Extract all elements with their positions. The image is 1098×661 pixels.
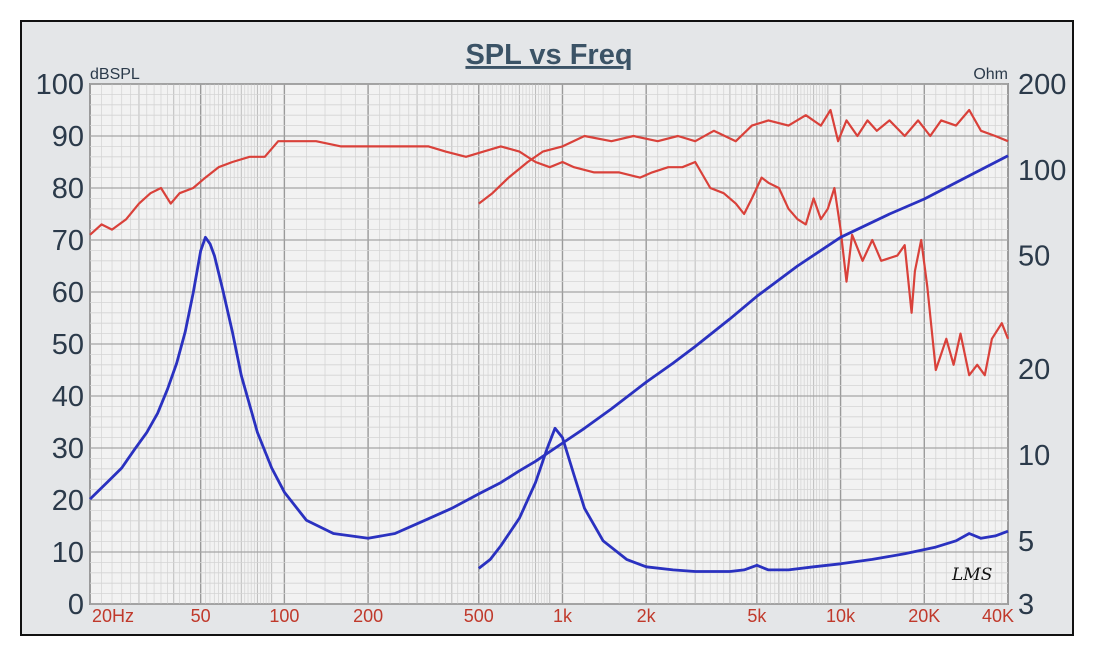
y-right-tick-label: 5 [1018,526,1034,558]
y-left-tick-label: 100 [36,69,84,101]
series-line-1 [89,140,1010,377]
y-right-tick-label: 50 [1018,241,1050,273]
series-line-2 [478,108,1009,205]
y-right-tick-label: 100 [1018,155,1066,187]
y-right-tick-label: 20 [1018,354,1050,386]
x-tick-label: 100 [269,606,299,626]
chart-frame: 100 90 80 70 60 50 40 30 20 10 0 200 100 50 20 10 5 3 20Hz… [20,20,1074,636]
x-tick-label: 200 [353,606,383,626]
series-line-4 [477,426,1009,573]
x-tick-label: 40K [982,606,1014,626]
right-axis-unit: Ohm [973,66,1008,83]
y-right-tick-label: 10 [1018,440,1050,472]
y-right-tick-label: 200 [1018,69,1066,101]
x-tick-label: 20K [908,606,940,626]
y-left-tick-label: 80 [52,173,84,205]
x-tick-label: 500 [464,606,494,626]
y-left-tick-label: 60 [52,277,84,309]
y-left-tick-label: 70 [52,225,84,257]
series-group [89,108,1010,573]
y-left-tick-label: 30 [52,433,84,465]
series-line-3 [89,154,1009,540]
y-left-tick-label: 10 [52,537,84,569]
axis-labels: 10090807060504030201002001005020105320Hz… [36,69,1067,626]
x-tick-label: 5k [747,606,767,626]
chart-title: SPL vs Freq [465,39,632,71]
x-tick-label: 10k [826,606,856,626]
x-tick-label: 2k [637,606,657,626]
y-left-tick-label: 40 [52,381,84,413]
x-tick-label: 50 [191,606,211,626]
left-axis-unit: dBSPL [90,66,140,83]
y-right-tick-label: 3 [1018,589,1034,621]
y-left-tick-label: 50 [52,329,84,361]
lms-logo: LMS [951,565,992,585]
grid-lines [89,83,1009,605]
spl-freq-chart: 10090807060504030201002001005020105320Hz… [36,39,1067,626]
x-tick-label: 1k [553,606,573,626]
y-left-tick-label: 90 [52,121,84,153]
y-left-tick-label: 20 [52,485,84,517]
y-left-tick-label: 0 [68,589,84,621]
x-tick-label: 20Hz [92,606,134,626]
